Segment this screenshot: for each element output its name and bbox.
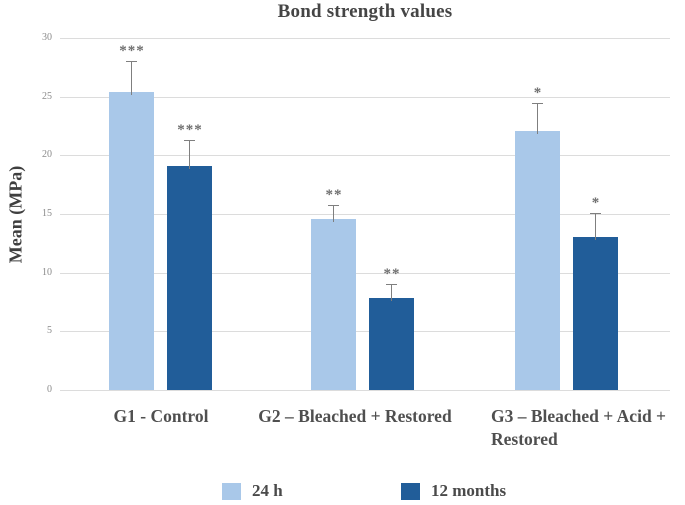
error-bar-cap: [590, 212, 601, 214]
bar-24h-g3: [515, 130, 560, 390]
y-tick-label-10: 10: [42, 266, 52, 278]
gridline-y25: [60, 96, 670, 98]
significance-stars: *: [591, 194, 601, 211]
x-category-label-g3: G3 – Bleached + Acid + Restored: [491, 406, 667, 449]
error-bar-cap: [328, 204, 339, 206]
chart-title: Bond strength values: [277, 1, 453, 22]
significance-stars: ***: [177, 122, 203, 139]
x-category-label-g2: G2 – Bleached + Restored: [258, 406, 452, 426]
legend-label-24h: 24 h: [252, 481, 283, 500]
y-tick-label-30: 30: [42, 32, 52, 43]
bar-12months-g1: [167, 165, 212, 390]
significance-stars: **: [325, 186, 343, 203]
bar-12months-g3: [573, 237, 618, 390]
legend-label-12months: 12 months: [431, 481, 507, 500]
significance-stars: *: [533, 84, 543, 101]
error-bar-line: [131, 61, 132, 95]
significance-stars: **: [383, 266, 401, 283]
y-tick-label-25: 25: [42, 90, 52, 102]
gridline-y20: [60, 155, 670, 157]
error-bar-line: [189, 140, 190, 169]
error-bar-line: [391, 284, 392, 302]
y-tick-label-20: 20: [42, 149, 52, 161]
legend-item-12months: 12 months: [401, 480, 506, 502]
legend-item-24h: 24 h: [222, 480, 283, 502]
bar-24h-g1: [109, 91, 154, 390]
error-bar-cap: [532, 102, 543, 104]
gridline-y5: [60, 331, 670, 333]
error-bar-line: [595, 212, 596, 241]
significance-stars: ***: [119, 43, 145, 60]
error-bar-line: [333, 204, 334, 222]
y-tick-label-15: 15: [42, 208, 52, 219]
legend: 24 h 12 months: [0, 480, 685, 505]
y-tick-label-5: 5: [47, 325, 52, 337]
y-tick-label-0: 0: [47, 384, 52, 395]
bar-24h-g2: [311, 218, 356, 390]
error-bar-cap: [184, 140, 195, 142]
legend-swatch-24h: [222, 482, 241, 500]
gridline-y30: [60, 38, 670, 39]
error-bar-line: [537, 102, 538, 134]
error-bar-cap: [126, 61, 137, 63]
bar-12months-g2: [369, 298, 414, 390]
gridline-y15: [60, 214, 670, 215]
gridline-y10: [60, 272, 670, 274]
gridline-y0: [60, 390, 670, 391]
error-bar-cap: [386, 284, 397, 286]
x-category-label-g1: G1 - Control: [113, 406, 209, 426]
legend-swatch-12months: [401, 482, 420, 500]
